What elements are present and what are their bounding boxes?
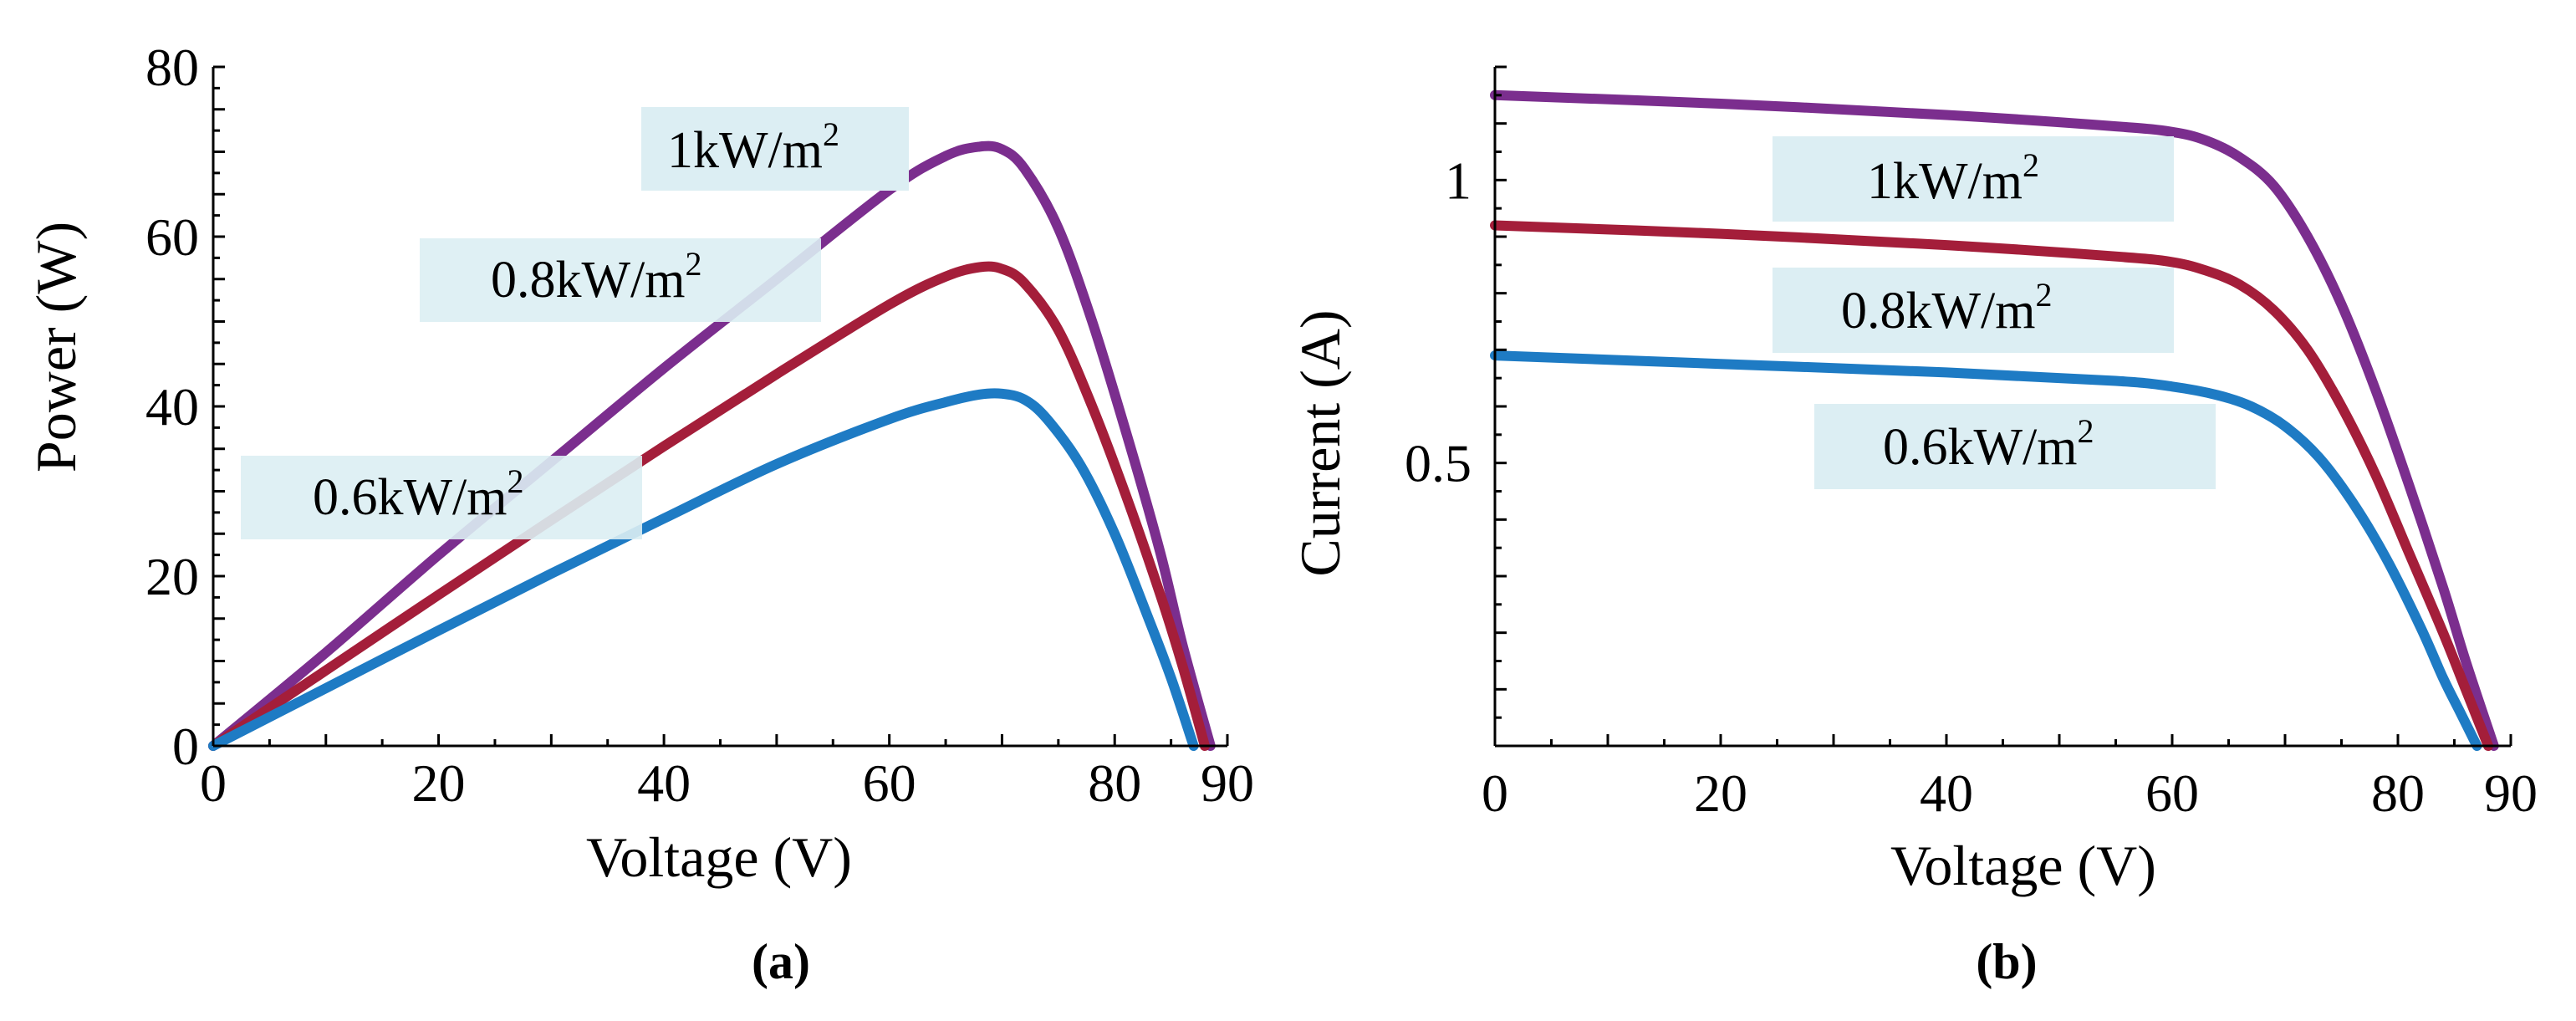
panel-b-curves	[1490, 89, 2499, 751]
panel-a-y-tick-label: 20	[145, 547, 199, 606]
panel-b-x-tick-label: 40	[1920, 763, 1973, 823]
label-box	[641, 107, 909, 191]
panel-a: 1kW/m2 0.8kW/m2 0.6kW/m2 0 20 40 60 80 90 0 20 4…	[24, 38, 1254, 989]
panel-a-caption: (a)	[752, 934, 810, 989]
label-box	[1773, 268, 2174, 353]
label-box	[1814, 404, 2216, 489]
panel-b-ylabel: Current (A)	[1288, 309, 1352, 576]
panel-b-label-1kw: 1kW/m2	[1773, 136, 2174, 222]
panel-b-label-0.8kw: 0.8kW/m2	[1773, 268, 2174, 353]
panel-b-x-tick-label: 80	[2371, 763, 2425, 823]
panel-a-xlabel: Voltage (V)	[586, 825, 852, 889]
panel-b-series-0.8kW-line	[1490, 220, 2493, 751]
panel-b-x-tick-label: 20	[1694, 763, 1747, 823]
panel-a-series-0.8kW-line	[208, 261, 1210, 751]
panel-a-x-tick-label: 80	[1088, 753, 1141, 813]
panel-a-y-tick-label: 60	[145, 207, 199, 267]
panel-b-series-1kW-line	[1490, 89, 2499, 751]
panel-a-ylabel: Power (W)	[24, 222, 88, 472]
panel-b-label-0.6kw: 0.6kW/m2	[1814, 404, 2216, 489]
panel-a-curves	[208, 140, 1216, 751]
panel-a-label-0.8kw: 0.8kW/m2	[420, 238, 821, 322]
label-box	[241, 456, 642, 539]
panel-a-x-tick-label: 60	[863, 753, 916, 813]
panel-a-series-0.6kW-line	[208, 388, 1199, 751]
panel-b-x-tick-label: 0	[1482, 763, 1508, 823]
label-text: 0.8kW/m2	[1841, 276, 2052, 339]
panel-a-y-tick-label: 40	[145, 377, 199, 436]
panel-b-y-tick-label: 1	[1445, 151, 1472, 210]
label-text: 0.6kW/m2	[313, 462, 523, 526]
panel-a-label-1kw: 1kW/m2	[641, 107, 909, 191]
panel-a-x-tick-label: 90	[1201, 753, 1254, 813]
label-box	[1773, 136, 2174, 222]
panel-a-series-1kW-line	[208, 140, 1216, 751]
panel-a-x-tick-label: 0	[200, 753, 227, 813]
label-box	[420, 238, 821, 322]
panel-a-axes: 0 20 40 60 80 90 0 20 40 60 80	[145, 38, 1254, 813]
panel-b-xlabel: Voltage (V)	[1890, 834, 2156, 897]
panel-b-axes: 0 20 40 60 80 90 0.5 1	[1405, 65, 2538, 823]
panel-a-x-tick-label: 40	[637, 753, 691, 813]
label-text: 1kW/m2	[1867, 146, 2039, 210]
label-text: 0.6kW/m2	[1883, 412, 2094, 476]
panel-b-x-tick-label: 60	[2145, 763, 2199, 823]
label-text: 0.8kW/m2	[491, 245, 701, 309]
panel-b-y-tick-label: 0.5	[1405, 434, 1472, 493]
panel-b-x-tick-label: 90	[2484, 763, 2538, 823]
panel-a-y-tick-label: 0	[172, 717, 199, 776]
panel-a-x-tick-label: 20	[412, 753, 466, 813]
panel-b-caption: (b)	[1976, 934, 2037, 989]
label-text: 1kW/m2	[667, 115, 839, 179]
panel-b-series-0.6kW-line	[1490, 350, 2482, 751]
panel-a-y-tick-label: 80	[145, 38, 199, 97]
panel-a-label-0.6kw: 0.6kW/m2	[241, 456, 642, 539]
panel-b: 1kW/m2 0.8kW/m2 0.6kW/m2 0 20 40 60 80 90 0.5 1…	[1288, 65, 2538, 989]
